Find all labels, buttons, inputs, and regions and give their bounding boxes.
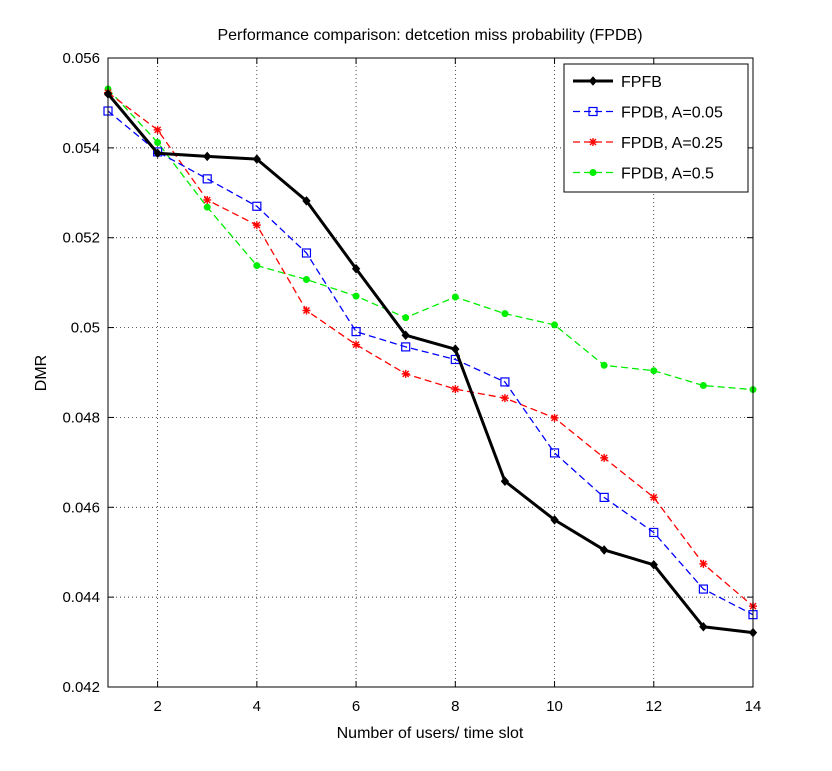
series-line bbox=[107, 88, 754, 391]
tick-labels: 2 4 6 8 10 12 14 0.042 0.044 0.046 0.048 0.05 0.052 0… bbox=[62, 50, 761, 715]
data-point bbox=[451, 385, 460, 394]
x-tick-label: 6 bbox=[352, 698, 360, 715]
legend: FPFB FPDB, A=0.05 FPDB, A=0.25 FPDB, A=0.5 bbox=[563, 63, 749, 193]
data-point bbox=[351, 327, 361, 337]
legend-swatch-marker bbox=[589, 169, 597, 176]
legend-swatch-marker bbox=[588, 76, 598, 86]
data-point bbox=[549, 448, 560, 458]
data-point bbox=[599, 492, 609, 503]
x-tick-label: 14 bbox=[745, 698, 762, 715]
data-point bbox=[202, 174, 212, 184]
legend-swatch-marker bbox=[588, 106, 598, 117]
data-point bbox=[153, 148, 162, 159]
data-point bbox=[203, 195, 212, 204]
data-point bbox=[550, 413, 559, 422]
data-point bbox=[352, 292, 360, 300]
data-point bbox=[550, 515, 559, 525]
data-point bbox=[649, 527, 659, 538]
data-point bbox=[500, 377, 510, 387]
series-3 bbox=[104, 88, 757, 611]
data-point bbox=[302, 306, 311, 315]
plot-frame bbox=[107, 57, 754, 688]
data-point bbox=[501, 310, 509, 318]
data-point bbox=[451, 293, 459, 301]
y-tick-label: 0.046 bbox=[62, 499, 100, 516]
series-4 bbox=[104, 85, 757, 394]
data-point bbox=[649, 560, 658, 570]
y-tick-label: 0.056 bbox=[62, 50, 100, 67]
legend-item: FPDB, A=0.5 bbox=[573, 166, 714, 183]
data-point bbox=[252, 201, 262, 211]
data-point bbox=[500, 476, 510, 486]
legend-label: FPFB bbox=[621, 74, 662, 91]
y-tick-label: 0.054 bbox=[62, 140, 100, 157]
legend-swatch-marker bbox=[589, 138, 597, 146]
x-tick-label: 12 bbox=[645, 698, 662, 715]
data-point bbox=[599, 545, 609, 555]
legend-item: FPFB bbox=[573, 74, 662, 91]
data-point bbox=[650, 367, 658, 375]
data-point bbox=[302, 275, 310, 283]
axis-ticks bbox=[108, 57, 754, 688]
data-point bbox=[401, 342, 411, 352]
data-point bbox=[600, 361, 608, 369]
chart-title: Performance comparison: detcetion miss p… bbox=[217, 27, 642, 44]
x-axis-label: Number of users/ time slot bbox=[337, 725, 524, 742]
data-point bbox=[402, 314, 410, 322]
data-point bbox=[500, 394, 509, 403]
x-tick-label: 10 bbox=[546, 698, 563, 715]
data-point bbox=[451, 344, 460, 354]
legend-item: FPDB, A=0.25 bbox=[573, 135, 723, 152]
data-point bbox=[301, 248, 312, 258]
series-line bbox=[106, 92, 754, 635]
data-point bbox=[253, 262, 261, 270]
data-point bbox=[351, 263, 361, 274]
series-1 bbox=[103, 89, 758, 638]
data-point bbox=[401, 330, 410, 340]
x-tick-label: 2 bbox=[153, 698, 161, 715]
x-tick-label: 4 bbox=[253, 698, 261, 715]
legend-label: FPDB, A=0.05 bbox=[621, 105, 723, 122]
data-point bbox=[252, 154, 262, 164]
data-point bbox=[203, 151, 212, 162]
y-tick-label: 0.044 bbox=[62, 589, 100, 606]
legend-label: FPDB, A=0.25 bbox=[621, 135, 723, 152]
y-tick-label: 0.052 bbox=[62, 230, 100, 247]
y-tick-label: 0.042 bbox=[62, 679, 100, 696]
y-tick-label: 0.048 bbox=[62, 409, 100, 426]
y-tick-label: 0.05 bbox=[71, 320, 100, 337]
series-line bbox=[107, 110, 754, 616]
data-point bbox=[699, 622, 708, 632]
data-point bbox=[302, 196, 311, 206]
data-point bbox=[252, 221, 261, 230]
data-point bbox=[649, 493, 658, 502]
data-point bbox=[203, 203, 211, 211]
series-line bbox=[107, 92, 754, 607]
data-point bbox=[600, 453, 609, 462]
data-point bbox=[698, 584, 708, 594]
legend-label: FPDB, A=0.5 bbox=[621, 166, 714, 183]
data-point bbox=[699, 559, 708, 568]
data-point bbox=[153, 125, 162, 134]
data-point bbox=[154, 138, 162, 146]
data-point bbox=[699, 382, 707, 390]
series-layer bbox=[103, 85, 758, 638]
x-tick-label: 8 bbox=[451, 698, 459, 715]
data-point bbox=[551, 321, 559, 329]
y-axis-label: DMR bbox=[33, 355, 50, 391]
legend-item: FPDB, A=0.05 bbox=[573, 105, 723, 122]
data-point bbox=[352, 340, 361, 349]
data-point bbox=[401, 369, 410, 378]
